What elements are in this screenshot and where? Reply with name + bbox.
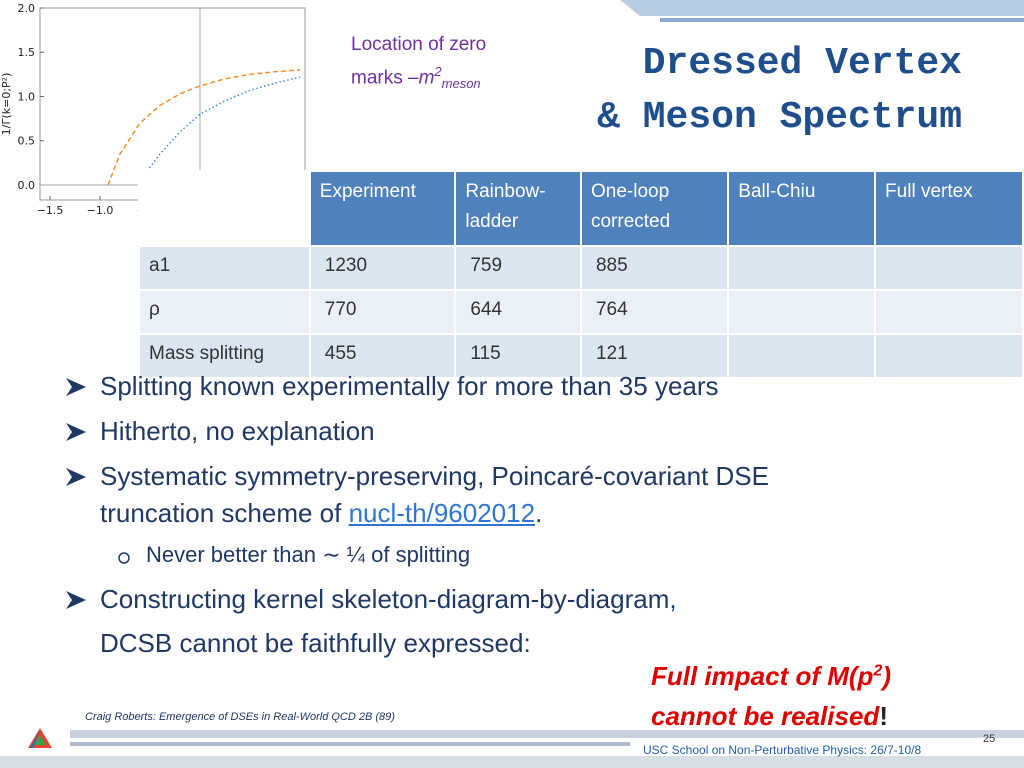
y-axis-label: 1/Γ(k=0;P²) (0, 73, 13, 136)
annotation: Location of zero (351, 34, 487, 55)
curve (138, 76, 301, 186)
bullet-text: DCSB cannot be faithfully expressed: (100, 628, 531, 658)
table-cell: 885 (579, 245, 730, 291)
table-header-row: Experiment Rainbow-ladder One-loop correct… (138, 170, 1024, 247)
y-tick-label: 2.0 (18, 2, 36, 15)
bullet-marker (66, 378, 86, 396)
note-text: cannot be realised (651, 701, 880, 731)
bullet-text: Splitting known experimentally for more … (100, 371, 719, 401)
y-tick-label: 1.0 (18, 90, 36, 103)
table-cell: a1 (138, 245, 311, 291)
table-cell: 1230 (308, 245, 457, 291)
footer-right: USC School on Non-Perturbative Physics: … (643, 743, 922, 757)
logo-side (30, 730, 40, 748)
table-cell (138, 170, 311, 247)
annotation: marks –m2meson (351, 64, 481, 91)
bullet-text: Constructing kernel skeleton-diagram-by-… (100, 584, 677, 614)
bullet-text: truncation scheme of nucl-th/9602012. (100, 498, 542, 529)
bullet-text: truncation scheme of (100, 498, 349, 528)
table-header-cell: Ball-Chiu (727, 170, 877, 247)
table-cell (874, 289, 1024, 335)
x-tick-label: −1.0 (87, 204, 114, 217)
note-text: ! (879, 701, 888, 731)
bullet-marker (66, 423, 86, 441)
table-cell (727, 289, 877, 335)
table-cell: Mass splitting (138, 333, 311, 379)
annotation-sup: 2 (434, 64, 442, 79)
top-band-line (660, 18, 1024, 22)
table-cell: ρ (138, 289, 311, 335)
table-cell: 115 (454, 333, 582, 379)
top-band (620, 0, 1024, 16)
table-cell (727, 245, 877, 291)
sub-bullet-text: Never better than ∼ ¼ of splitting (146, 542, 471, 567)
note: cannot be realised! (651, 701, 888, 732)
sub-bullet-marker (118, 552, 130, 564)
bullet-text: Systematic symmetry-preserving, Poincaré… (100, 461, 769, 491)
bottom-band-line (70, 742, 630, 746)
table-cell: 764 (579, 289, 730, 335)
table-cell: 455 (308, 333, 457, 379)
table: Experiment Rainbow-ladder One-loop correct… (138, 170, 1024, 379)
table-cell (727, 333, 877, 379)
table-cell: 770 (308, 289, 457, 335)
bullet-marker (66, 591, 86, 609)
bullet-text: Hitherto, no explanation (100, 416, 375, 446)
note-text: ) (882, 661, 891, 691)
table-cell (874, 245, 1024, 291)
table-row: ρ 770 644 764 (138, 289, 1024, 335)
footer-left: Craig Roberts: Emergence of DSEs in Real… (85, 711, 395, 723)
note-text: Full impact of M(p (651, 661, 874, 691)
curve (107, 69, 301, 186)
x-tick-label: −1.5 (37, 204, 64, 217)
bullet-text: . (535, 498, 543, 528)
note: Full impact of M(p2) (651, 661, 891, 692)
y-tick-label: 0.5 (18, 135, 36, 148)
annotation-sub: meson (441, 76, 481, 92)
table-cell: 121 (579, 333, 730, 379)
table-row: Mass splitting 455 115 121 (138, 333, 1024, 379)
table-header-cell: Experiment (308, 170, 457, 247)
title: Dressed Vertex (642, 42, 962, 85)
bottom-band (70, 730, 1024, 738)
table-cell (874, 333, 1024, 379)
table-header-cell: Rainbow-ladder (454, 170, 582, 247)
link[interactable]: nucl-th/9602012 (348, 498, 536, 528)
table-row: a1 1230 759 885 (138, 245, 1024, 291)
annotation-symbol: m (418, 67, 435, 89)
table-header-cell: Full vertex (874, 170, 1024, 247)
y-tick-label: 0.0 (18, 179, 36, 192)
bullet-marker (66, 468, 86, 486)
table-cell: 644 (454, 289, 582, 335)
title: & Meson Spectrum (597, 96, 962, 139)
table-cell: 759 (454, 245, 582, 291)
page-number: 25 (983, 733, 996, 745)
table-header-cell: One-loop corrected (579, 170, 730, 247)
logo-inner (34, 735, 46, 745)
note-sup: 2 (873, 662, 883, 680)
bottom-strip (0, 756, 1024, 768)
y-tick-label: 1.5 (18, 46, 36, 59)
annotation-text: marks – (351, 67, 419, 89)
